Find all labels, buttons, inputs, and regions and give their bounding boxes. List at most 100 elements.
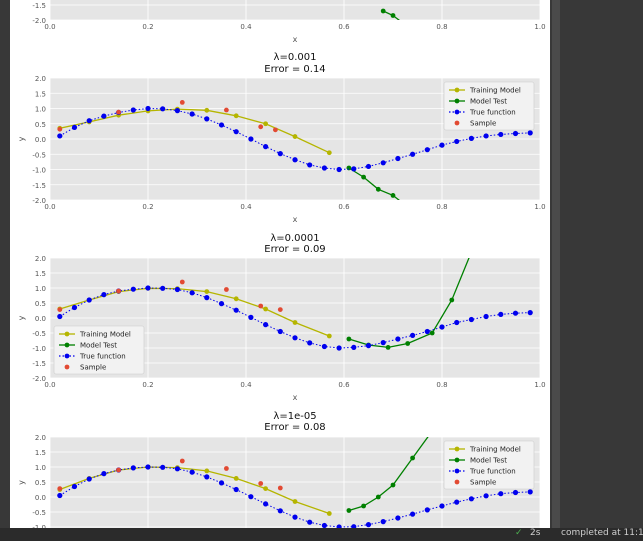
subplot-title: λ=1e-05: [273, 411, 316, 422]
output-scrollbar[interactable]: [552, 0, 560, 528]
legend-entry: Training Model: [469, 446, 521, 454]
true-function-point: [351, 524, 357, 528]
legend-entry: True function: [469, 468, 516, 476]
true-function-point: [130, 286, 136, 292]
true-function-point: [512, 130, 519, 137]
true-function-point: [189, 469, 195, 475]
true-function-point: [439, 324, 445, 330]
true-function-point: [86, 297, 92, 303]
true-function-point: [365, 163, 372, 170]
training-model-point: [263, 306, 268, 312]
sample-point: [116, 109, 121, 115]
true-function-point: [410, 511, 416, 517]
completed-time: completed at 11:1: [561, 528, 643, 538]
legend-entry: Model Test: [470, 98, 507, 106]
model-test-point: [430, 429, 435, 434]
true-function-point: [145, 285, 151, 291]
x-tick-label: 0.8: [436, 23, 447, 31]
x-axis-label: x: [293, 215, 298, 224]
legend: Training Model Model Test True function Sam…: [443, 81, 535, 131]
training-model-point: [204, 107, 210, 113]
y-axis-label: y: [17, 480, 26, 485]
legend-entry: Model Test: [470, 457, 507, 465]
true-function-point: [454, 499, 460, 505]
training-model-point: [204, 468, 210, 474]
true-function-point: [321, 522, 327, 528]
x-tick-label: 1.0: [534, 203, 545, 211]
y-tick-label: -1.5: [32, 182, 46, 190]
true-function-point: [174, 108, 180, 114]
y-tick-label: 2.0: [35, 434, 46, 442]
y-tick-label: 0.0: [35, 315, 46, 323]
sample-point: [224, 466, 229, 471]
legend: Training Model Model Test True function Sam…: [53, 325, 145, 375]
true-function-point: [277, 328, 283, 335]
subplot-error: Error = 0.09: [264, 244, 325, 255]
notebook-output: -2.0 -1.5 0.0 0.2 0.4 0.6 0.8 1.0 x -2.0 -1.5 -1.0-…: [10, 0, 550, 528]
y-tick-label: 2.0: [35, 255, 46, 263]
true-function-point: [527, 310, 533, 316]
model-test-point: [449, 297, 455, 303]
true-function-point: [233, 129, 239, 135]
subplot-error: Error = 0.08: [264, 422, 325, 433]
sample-point: [57, 126, 63, 132]
true-function-point: [101, 471, 107, 477]
y-tick-label: -1.0: [32, 524, 46, 528]
true-function-point: [292, 514, 298, 520]
legend-entry: Model Test: [80, 342, 117, 350]
legend-entry: Sample: [470, 479, 496, 487]
y-tick-label: -0.5: [32, 330, 46, 338]
model-test-point: [346, 336, 352, 342]
true-function-point: [189, 111, 195, 117]
subplot-1: -2.0 -1.5 -1.0 -0.5 0.0 0.5 1.0 1.5 2.0 0.0 0.2 0.4…: [17, 52, 546, 224]
true-function-point: [160, 106, 166, 112]
subplot-title: λ=0.0001: [270, 233, 319, 244]
true-function-point: [336, 166, 342, 173]
model-test-point: [400, 201, 405, 206]
true-function-point: [218, 301, 225, 307]
true-function-line: [59, 287, 531, 349]
subplot-2: -2.0 -1.5 -1.0 -0.5 0.0 0.5 1.0 1.5 2.0 0.0 0.2 0.4…: [17, 233, 546, 402]
x-tick-label: 0.2: [142, 203, 153, 211]
training-model-point: [233, 113, 239, 119]
model-test-line: [348, 437, 429, 512]
training-model-point: [292, 499, 298, 504]
true-function-point: [380, 519, 386, 525]
true-function-point: [130, 107, 136, 113]
model-test-point: [390, 482, 396, 488]
true-function-point: [468, 496, 474, 502]
sample-point: [179, 458, 185, 464]
check-icon: ✓: [515, 528, 523, 538]
true-function-point: [395, 155, 401, 162]
run-duration: 2s: [530, 528, 541, 538]
y-tick-label: 1.5: [35, 449, 46, 457]
figure: -2.0-1.50.0 0.2 0.4 0.6 0.8 1.0x-2.0-1.5-1.0-…: [17, 0, 546, 528]
subplot-title: λ=0.001: [274, 52, 317, 63]
x-tick-label: 0.6: [338, 23, 350, 31]
y-tick-label: 0.5: [35, 121, 46, 129]
true-function-point: [71, 124, 78, 131]
true-function-point: [160, 285, 166, 291]
true-function-point: [483, 133, 489, 139]
true-function-point: [57, 492, 63, 499]
sample-point: [116, 467, 121, 473]
true-function-point: [218, 480, 225, 486]
true-function-point: [498, 131, 504, 138]
true-function-point: [277, 508, 283, 514]
true-function-point: [101, 292, 107, 298]
true-function-point: [57, 133, 63, 139]
true-function-point: [439, 142, 445, 148]
true-function-point: [174, 286, 180, 293]
x-tick-label: 1.0: [534, 381, 545, 389]
true-function-point: [424, 507, 430, 513]
y-tick-label: 0.5: [35, 300, 46, 308]
y-tick-label: -2.0: [32, 17, 46, 25]
training-model-point: [326, 333, 332, 339]
model-test-point: [390, 193, 396, 198]
true-function-line: [59, 466, 531, 528]
sample-point: [57, 486, 63, 491]
y-axis-label: y: [17, 315, 26, 320]
sample-point: [258, 124, 264, 130]
true-function-point: [263, 501, 269, 507]
